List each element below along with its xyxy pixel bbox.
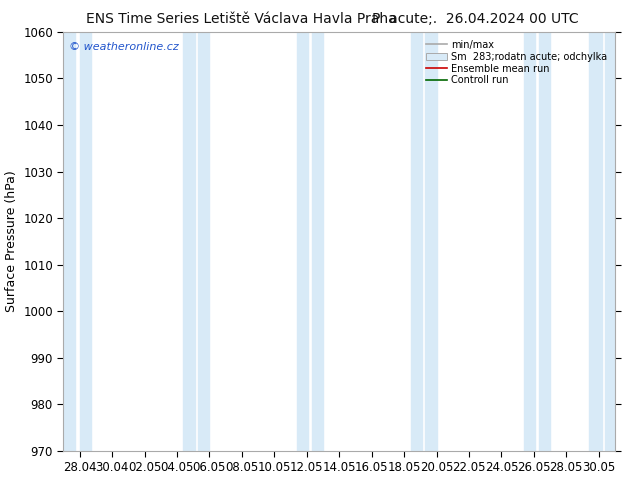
Bar xyxy=(297,32,308,451)
Text: © weatheronline.cz: © weatheronline.cz xyxy=(69,42,179,52)
Text: P  acute;.  26.04.2024 00 UTC: P acute;. 26.04.2024 00 UTC xyxy=(372,12,579,26)
Bar xyxy=(312,32,323,451)
Legend: min/max, Sm  283;rodatn acute; odchylka, Ensemble mean run, Controll run: min/max, Sm 283;rodatn acute; odchylka, … xyxy=(423,37,610,88)
Bar xyxy=(589,32,602,451)
Y-axis label: Surface Pressure (hPa): Surface Pressure (hPa) xyxy=(4,171,18,312)
Bar xyxy=(198,32,209,451)
Bar xyxy=(411,32,422,451)
Bar xyxy=(80,32,91,451)
Bar xyxy=(605,32,615,451)
Text: ENS Time Series Letiště Václava Havla Praha: ENS Time Series Letiště Václava Havla Pr… xyxy=(86,12,396,26)
Bar xyxy=(183,32,195,451)
Bar xyxy=(539,32,550,451)
Bar xyxy=(425,32,437,451)
Bar xyxy=(63,32,75,451)
Bar xyxy=(524,32,536,451)
